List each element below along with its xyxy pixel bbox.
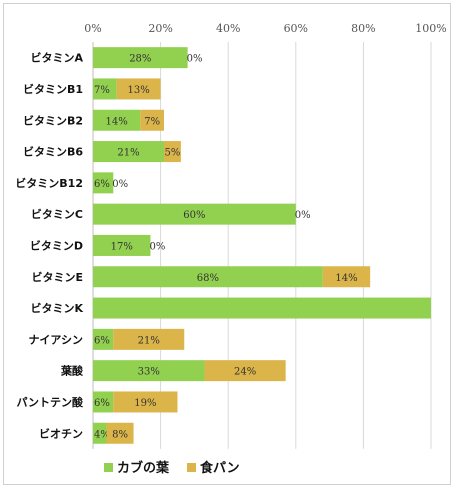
data-label: 0% [295,210,311,221]
bar-segment [113,328,185,350]
category-label: ビタミンK [30,301,83,315]
data-label: 19% [134,398,156,409]
bar-segment [113,391,178,413]
legend-swatch [104,463,113,472]
data-label: 8% [112,429,128,440]
legend-swatch [187,463,197,472]
bar-segment [204,360,286,382]
data-label: 7% [144,116,160,127]
x-tick-label: 80% [351,22,375,35]
bar-segment [106,422,134,444]
bar-segment [93,47,188,69]
category-label: ビタミンA [30,51,83,65]
category-label: ビタミンB2 [23,113,83,127]
data-label: 0% [149,241,165,252]
data-label: 6% [94,398,110,409]
data-label: 0% [187,54,203,65]
data-label: 14% [335,273,357,284]
data-label: 17% [111,241,133,252]
bar-segment [93,266,323,288]
bar-segment [93,328,114,350]
bar-segment [163,141,181,163]
data-label: 68% [197,273,219,284]
category-label: ビオチン [39,426,83,440]
data-label: 6% [94,179,110,190]
data-label: 13% [128,85,150,96]
data-label: 5% [164,148,180,159]
bar-segment [93,422,107,444]
data-label: 6% [94,335,110,346]
chart-frame [3,3,451,485]
data-label: 33% [138,367,160,378]
data-label: 28% [129,54,151,65]
legend-label: 食パン [200,460,240,476]
bar-segment [140,109,164,131]
data-label: 0% [112,179,128,190]
data-label: 60% [183,210,205,221]
x-tick-label: 100% [415,22,446,35]
x-tick-label: 20% [148,22,172,35]
data-label: 24% [234,367,256,378]
bar-segment [93,297,431,319]
bar-segment [93,391,114,413]
bar-segment [93,109,141,131]
category-label: ナイアシン [28,333,83,346]
category-label: ビタミンB6 [23,145,83,159]
bar-segment [93,141,164,163]
bar-segment [93,234,151,256]
data-label: 7% [94,85,110,96]
category-label: ビタミンB12 [15,176,83,190]
bar-segment [93,203,296,225]
category-label: ビタミンE [31,270,83,284]
bar-segment [93,78,117,100]
category-label: パントテン酸 [16,395,84,409]
bar-segment [116,78,161,100]
data-label: 21% [117,148,139,159]
legend-label: カブの葉 [117,460,170,476]
bar-segment [93,360,205,382]
x-tick-label: 40% [216,22,240,35]
category-label: ビタミンB1 [23,82,83,96]
data-label: 4% [94,429,110,440]
category-label: 葉酸 [60,364,84,378]
category-label: ビタミンD [30,238,83,252]
bar-segment [93,172,114,194]
data-label: 14% [106,116,128,127]
x-tick-label: 0% [84,22,101,35]
x-tick-label: 60% [284,22,308,35]
data-label: 21% [138,335,160,346]
category-label: ビタミンC [31,207,83,221]
bar-segment [322,266,371,288]
